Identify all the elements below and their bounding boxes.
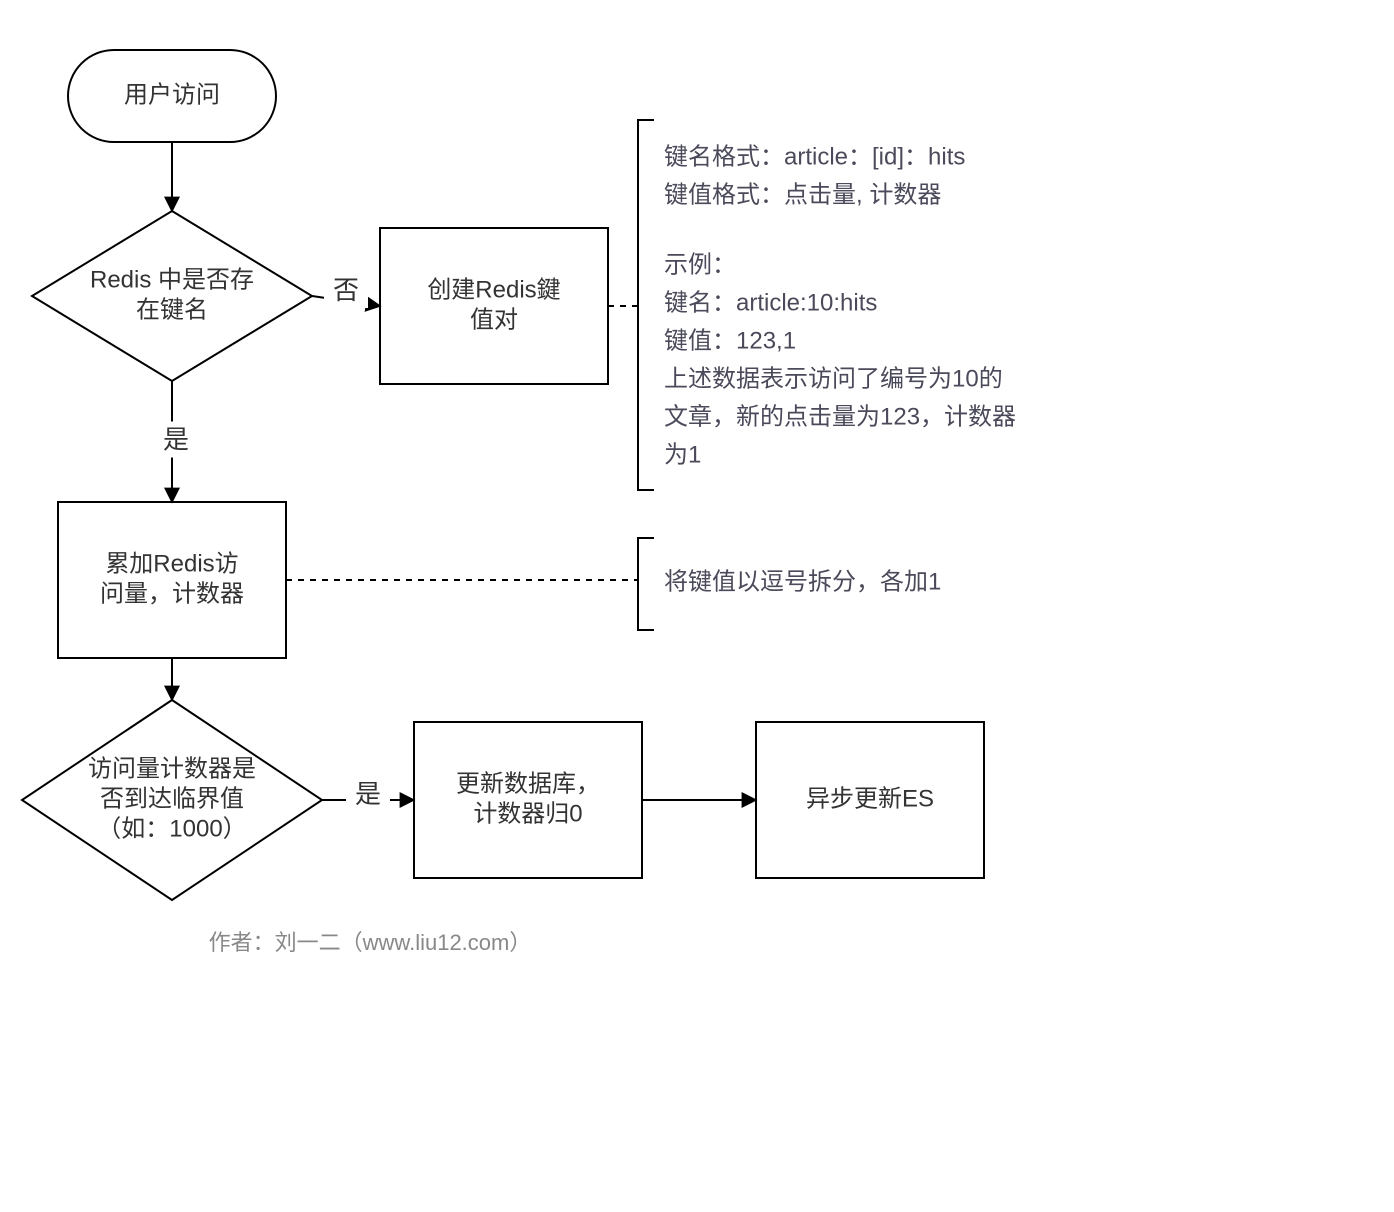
node-d1-label: 在键名 [136,296,208,323]
node-d2: 访问量计数器是否到达临界值 （如：1000） [22,700,322,900]
node-p2-label: 累加Redis访 [105,550,238,577]
footer-credit: 作者：刘一二（www.liu12.com） [209,930,532,955]
edge-label-text-1: 否 [333,275,359,305]
node-d2-label: 访问量计数器是 [88,755,256,782]
node-p2: 累加Redis访问量，计数器 [58,502,286,658]
note-bracket-0 [638,120,654,490]
edge-label-text-4: 是 [355,779,381,809]
node-p1: 创建Redis鍵值对 [380,228,608,384]
edge-label-text-2: 是 [163,424,189,454]
node-d2-label: 否到达临界值 [100,785,244,812]
node-p3-label: 更新数据库， [456,770,600,797]
node-start-label: 用户访问 [124,81,220,108]
note-0-line-2: 示例： [664,251,736,278]
node-p3: 更新数据库， 计数器归0 [414,722,642,878]
node-d1-label: Redis 中是否存 [90,266,254,293]
node-p3-label: 计数器归0 [473,800,582,827]
node-d1: Redis 中是否存在键名 [32,211,312,381]
node-p4-label: 异步更新ES [806,785,934,812]
note-0-line-6: 文章，新的点击量为123，计数器 [664,403,1016,430]
note-0-line-7: 为1 [664,441,701,468]
node-p2-label: 问量，计数器 [100,580,244,607]
node-p4: 异步更新ES [756,722,984,878]
note-1-line-0: 将键值以逗号拆分，各加1 [664,568,941,595]
node-p1-label: 创建Redis鍵 [427,276,560,303]
node-d2-label: （如：1000） [97,815,246,842]
note-0-line-5: 上述数据表示访问了编号为10的 [664,365,1003,392]
flowchart-canvas: 用户访问Redis 中是否存在键名创建Redis鍵值对累加Redis访问量，计数… [0,0,1394,1212]
note-0-line-0: 键名格式：article：[id]：hits [664,143,965,170]
node-start: 用户访问 [68,50,276,142]
note-bracket-1 [638,538,654,630]
note-0-line-4: 键值：123,1 [664,327,796,354]
note-0-line-3: 键名：article:10:hits [664,289,877,316]
node-p1-label: 值对 [470,306,518,333]
note-0-line-1: 键值格式：点击量, 计数器 [664,181,941,208]
